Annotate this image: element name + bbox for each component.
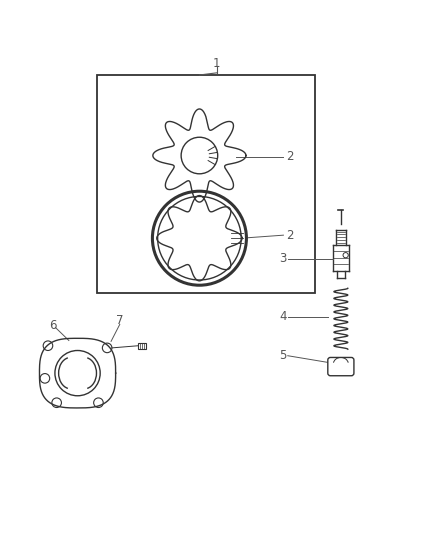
Text: 7: 7 — [116, 314, 124, 327]
Text: 4: 4 — [279, 310, 286, 323]
Text: 6: 6 — [49, 319, 57, 332]
Text: 3: 3 — [279, 252, 286, 265]
Text: 1: 1 — [213, 56, 221, 70]
Text: 5: 5 — [279, 349, 286, 362]
Text: 2: 2 — [286, 150, 294, 163]
Text: 2: 2 — [286, 229, 294, 241]
Bar — [97, 75, 315, 293]
FancyBboxPatch shape — [328, 358, 354, 376]
Bar — [138, 343, 146, 349]
